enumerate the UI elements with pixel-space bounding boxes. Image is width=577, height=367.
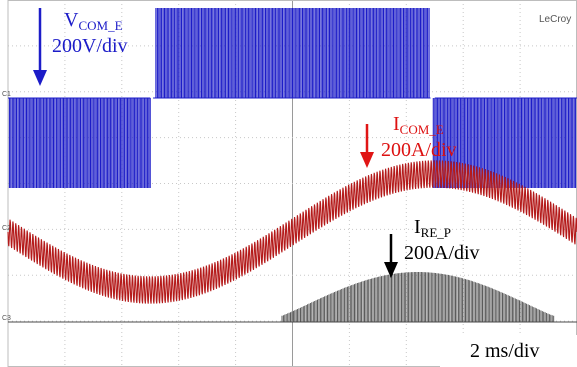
icom-label-sub: COM_E [400, 122, 444, 137]
vcom-scale: 200V/div [52, 35, 128, 57]
channel-marker-c2: C2 [2, 225, 11, 232]
timescale-box [440, 335, 577, 367]
irep-label-main: I [414, 216, 421, 238]
arrow-icom [360, 124, 374, 168]
channel-marker-c1: C1 [2, 91, 11, 98]
series-label-irep: IRE_P 200A/div [404, 216, 480, 264]
series-label-icom: ICOM_E 200A/div [381, 113, 457, 161]
waveform-irep [8, 272, 577, 323]
waveform-layer [7, 8, 577, 323]
svg-text:ICOM_E: ICOM_E [393, 113, 444, 137]
arrow-vcom [33, 8, 47, 86]
icom-scale: 200A/div [381, 139, 457, 161]
waveform-icom [7, 160, 577, 304]
series-label-vcom: VCOM_E 200V/div [52, 9, 128, 57]
channel-marker-c3: C3 [2, 315, 11, 322]
irep-scale: 200A/div [404, 242, 480, 264]
waveform-vcom [8, 8, 577, 188]
irep-label-sub: RE_P [421, 225, 451, 240]
vcom-label-main: V [64, 9, 79, 31]
channel-markers: C1 C2 C3 [2, 91, 11, 322]
vcom-label-sub: COM_E [78, 18, 122, 33]
arrow-irep [384, 234, 398, 278]
svg-text:VCOM_E: VCOM_E [64, 9, 123, 33]
timescale-label: 2 ms/div [470, 340, 539, 362]
instrument-brand: LeCroy [539, 14, 571, 25]
svg-text:IRE_P: IRE_P [414, 216, 451, 240]
icom-label-main: I [393, 113, 400, 135]
